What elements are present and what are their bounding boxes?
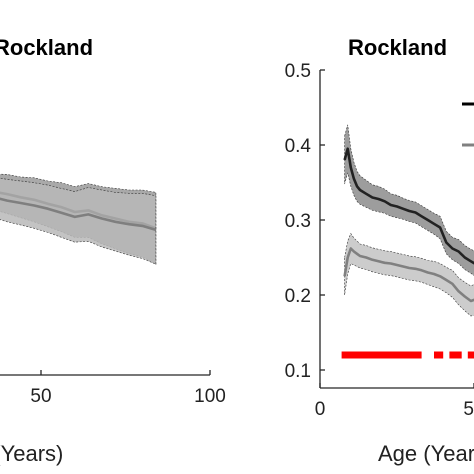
left-plot-area (0, 173, 157, 265)
right-legend (462, 102, 474, 147)
right-y-tick-label-3: 0.3 (285, 211, 311, 232)
right-y-tick-label-1: 0.1 (285, 361, 311, 382)
right-x-tick-label-50: 50 (463, 399, 474, 420)
left-series-2-line (0, 197, 157, 232)
left-x-tick-label-100: 100 (194, 386, 226, 407)
right-series-1-line (343, 147, 474, 265)
right-y-tick-label-4: 0.4 (285, 136, 312, 157)
right-x-tick-label-0: 0 (315, 399, 326, 420)
left-panel: Rockland 50 100 Age (Years) (0, 35, 226, 466)
right-panel: Rockland 0.1 0.2 0.3 0.4 0.5 0 50 Age (Years… (285, 35, 474, 466)
right-series-1-band (344, 124, 474, 276)
right-series-2-band (344, 232, 474, 317)
right-series-2-line (343, 247, 474, 303)
right-y-tick-label-5: 0.5 (285, 61, 311, 82)
right-panel-title: Rockland (348, 35, 447, 60)
right-x-axis-label: Age (Years) (378, 441, 474, 466)
right-y-tick-label-2: 0.2 (285, 286, 311, 307)
left-panel-title: Rockland (0, 35, 93, 60)
left-series-2-band (0, 177, 157, 265)
left-x-tick-label-50: 50 (30, 386, 51, 407)
right-plot-area (341, 124, 474, 359)
right-y-ticks: 0.1 0.2 0.3 0.4 0.5 (285, 61, 325, 382)
left-x-axis-label: Age (Years) (0, 441, 63, 466)
